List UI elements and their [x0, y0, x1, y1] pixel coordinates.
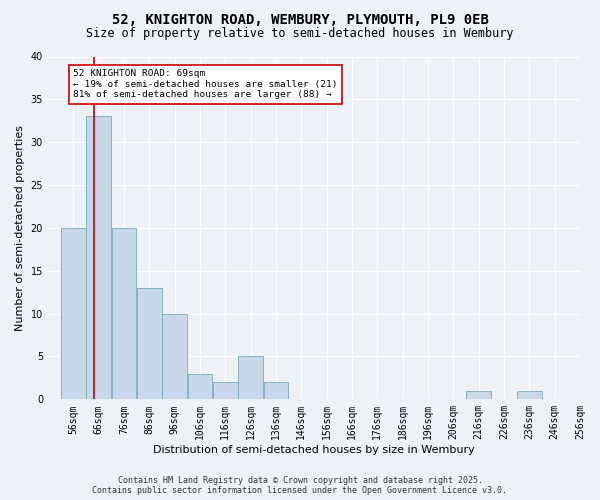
- Bar: [61, 228, 86, 400]
- Bar: [188, 374, 212, 400]
- Bar: [137, 288, 161, 400]
- Bar: [238, 356, 263, 400]
- X-axis label: Distribution of semi-detached houses by size in Wembury: Distribution of semi-detached houses by …: [153, 445, 475, 455]
- Text: 52, KNIGHTON ROAD, WEMBURY, PLYMOUTH, PL9 0EB: 52, KNIGHTON ROAD, WEMBURY, PLYMOUTH, PL…: [112, 12, 488, 26]
- Bar: [162, 314, 187, 400]
- Text: 52 KNIGHTON ROAD: 69sqm
← 19% of semi-detached houses are smaller (21)
81% of se: 52 KNIGHTON ROAD: 69sqm ← 19% of semi-de…: [73, 70, 338, 99]
- Bar: [517, 391, 542, 400]
- Bar: [213, 382, 238, 400]
- Bar: [112, 228, 136, 400]
- Text: Contains HM Land Registry data © Crown copyright and database right 2025.
Contai: Contains HM Land Registry data © Crown c…: [92, 476, 508, 495]
- Bar: [86, 116, 111, 400]
- Text: Size of property relative to semi-detached houses in Wembury: Size of property relative to semi-detach…: [86, 28, 514, 40]
- Y-axis label: Number of semi-detached properties: Number of semi-detached properties: [15, 125, 25, 331]
- Bar: [466, 391, 491, 400]
- Bar: [263, 382, 289, 400]
